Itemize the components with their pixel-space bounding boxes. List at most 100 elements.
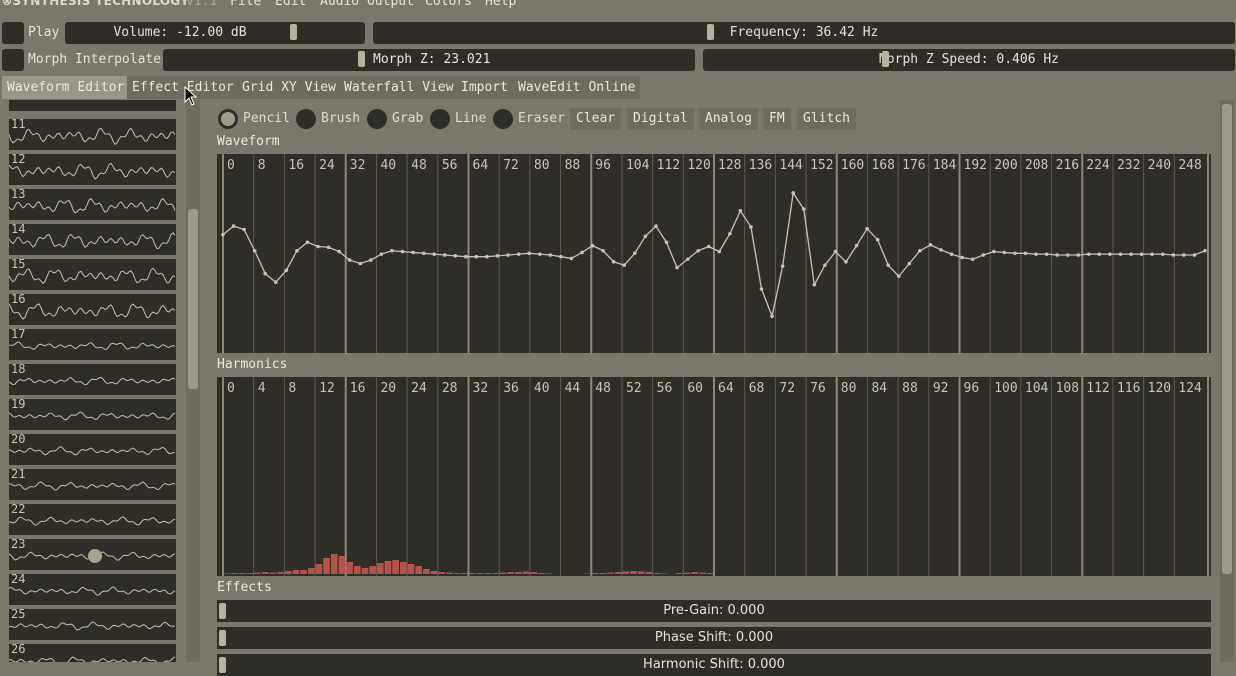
waveform-point[interactable]	[643, 234, 648, 239]
waveform-point[interactable]	[527, 251, 532, 256]
waveform-point[interactable]	[949, 252, 954, 256]
waveform-point[interactable]	[537, 252, 542, 256]
list-item[interactable]: 21	[9, 467, 176, 500]
phase-shift-slider[interactable]: Phase Shift: 0.000	[217, 627, 1211, 649]
list-item[interactable]: 11	[9, 117, 176, 150]
harmonic-bar[interactable]	[231, 573, 238, 574]
waveform-point[interactable]	[717, 249, 722, 254]
harmonic-bar[interactable]	[522, 571, 530, 575]
waveform-point[interactable]	[886, 263, 891, 267]
waveform-point[interactable]	[421, 251, 426, 256]
frequency-slider[interactable]: Frequency: 36.42 Hz	[373, 22, 1235, 44]
waveform-point[interactable]	[379, 252, 384, 256]
waveform-point[interactable]	[960, 255, 964, 260]
waveform-point[interactable]	[231, 224, 236, 228]
harmonic-bar[interactable]	[645, 572, 653, 574]
harmonic-bar[interactable]	[422, 569, 430, 574]
harmonic-bar[interactable]	[261, 572, 269, 574]
harmonic-bar[interactable]	[384, 561, 392, 574]
waveform-point[interactable]	[495, 254, 500, 258]
waveform-point[interactable]	[939, 248, 943, 252]
harmonic-bar[interactable]	[430, 571, 438, 574]
list-item[interactable]: 26	[9, 642, 176, 662]
harmonic-bar[interactable]	[445, 572, 453, 575]
waveform-point[interactable]	[780, 264, 785, 268]
waveform-point[interactable]	[706, 244, 711, 249]
waveform-point[interactable]	[369, 258, 373, 262]
waveform-point[interactable]	[992, 249, 996, 254]
play-checkbox[interactable]	[2, 22, 24, 44]
waveform-point[interactable]	[865, 226, 869, 231]
harmonic-bar[interactable]	[637, 571, 645, 575]
harmonic-bar[interactable]	[676, 573, 683, 574]
waveform-point[interactable]	[516, 252, 521, 256]
harmonic-bar[interactable]	[338, 556, 346, 574]
list-item[interactable]: 15	[9, 257, 176, 290]
menu-file[interactable]: File	[230, 0, 262, 9]
waveform-point[interactable]	[1034, 252, 1038, 256]
waveform-point[interactable]	[812, 282, 817, 287]
clear-button[interactable]: Clear	[570, 108, 622, 130]
waveform-point[interactable]	[1044, 252, 1049, 256]
harmonic-bar[interactable]	[346, 562, 353, 574]
morph-z-speed-slider-handle[interactable]	[882, 51, 890, 67]
harmonic-bar[interactable]	[699, 572, 706, 575]
harmonic-bar[interactable]	[369, 566, 376, 574]
waveform-point[interactable]	[569, 256, 574, 261]
waveform-point[interactable]	[263, 271, 268, 276]
harmonic-bar[interactable]	[660, 573, 668, 575]
waveform-point[interactable]	[464, 254, 468, 259]
harmonic-bar[interactable]	[530, 572, 538, 574]
list-item[interactable]: 24	[9, 572, 176, 605]
tab-waveedit-online[interactable]: WaveEdit Online	[513, 76, 641, 99]
list-item[interactable]: 23	[9, 537, 176, 570]
list-item[interactable]: 13	[9, 187, 176, 220]
waveform-point[interactable]	[664, 240, 669, 245]
waveform-point[interactable]	[759, 287, 764, 291]
tab-import[interactable]: Import	[456, 76, 513, 99]
waveform-point[interactable]	[1118, 252, 1123, 256]
waveform-point[interactable]	[316, 244, 320, 249]
waveform-point[interactable]	[1139, 252, 1144, 256]
waveform-point[interactable]	[1002, 250, 1007, 255]
menu-audio-output[interactable]: Audio Output	[320, 0, 414, 9]
harmonic-bar[interactable]	[376, 563, 384, 574]
waveform-point[interactable]	[347, 258, 352, 262]
waveform-point[interactable]	[590, 243, 595, 248]
harmonic-bar[interactable]	[323, 558, 330, 574]
list-item[interactable]: 25	[9, 607, 176, 640]
wave-list-scroll-thumb[interactable]	[188, 209, 198, 389]
waveform-point[interactable]	[1160, 252, 1165, 256]
waveform-point[interactable]	[1013, 251, 1017, 256]
waveform-point[interactable]	[1023, 251, 1028, 256]
waveform-point[interactable]	[485, 254, 489, 259]
grab-label[interactable]: Grab	[392, 111, 424, 126]
waveform-point[interactable]	[896, 274, 901, 279]
harmonic-bar[interactable]	[706, 573, 714, 574]
harmonic-bar[interactable]	[492, 573, 499, 574]
waveform-point[interactable]	[221, 232, 225, 237]
waveform-point[interactable]	[928, 243, 933, 247]
waveform-point[interactable]	[696, 248, 700, 253]
pre-gain-slider[interactable]: Pre-Gain: 0.000	[217, 600, 1211, 622]
harmonic-bar[interactable]	[683, 572, 691, 575]
morph-z-slider-handle[interactable]	[358, 51, 366, 67]
eraser-radio[interactable]	[493, 109, 513, 129]
waveform-point[interactable]	[1192, 253, 1197, 257]
harmonic-bar[interactable]	[330, 554, 338, 574]
waveform-point[interactable]	[358, 261, 363, 266]
waveform-point[interactable]	[633, 251, 637, 256]
waveform-point[interactable]	[844, 260, 848, 264]
waveform-point[interactable]	[337, 249, 341, 254]
list-item[interactable]: 18	[9, 362, 176, 395]
list-item[interactable]: 14	[9, 222, 176, 255]
waveform-point[interactable]	[801, 207, 806, 211]
waveform-point[interactable]	[833, 249, 838, 254]
waveform-point[interactable]	[1150, 252, 1155, 256]
waveform-point[interactable]	[1182, 253, 1186, 257]
menu-colors[interactable]: Colors	[425, 0, 472, 9]
menu-edit[interactable]: Edit	[275, 0, 307, 9]
harmonic-bar[interactable]	[599, 573, 607, 574]
pencil-label[interactable]: Pencil	[243, 111, 290, 126]
waveform-point[interactable]	[295, 248, 299, 253]
